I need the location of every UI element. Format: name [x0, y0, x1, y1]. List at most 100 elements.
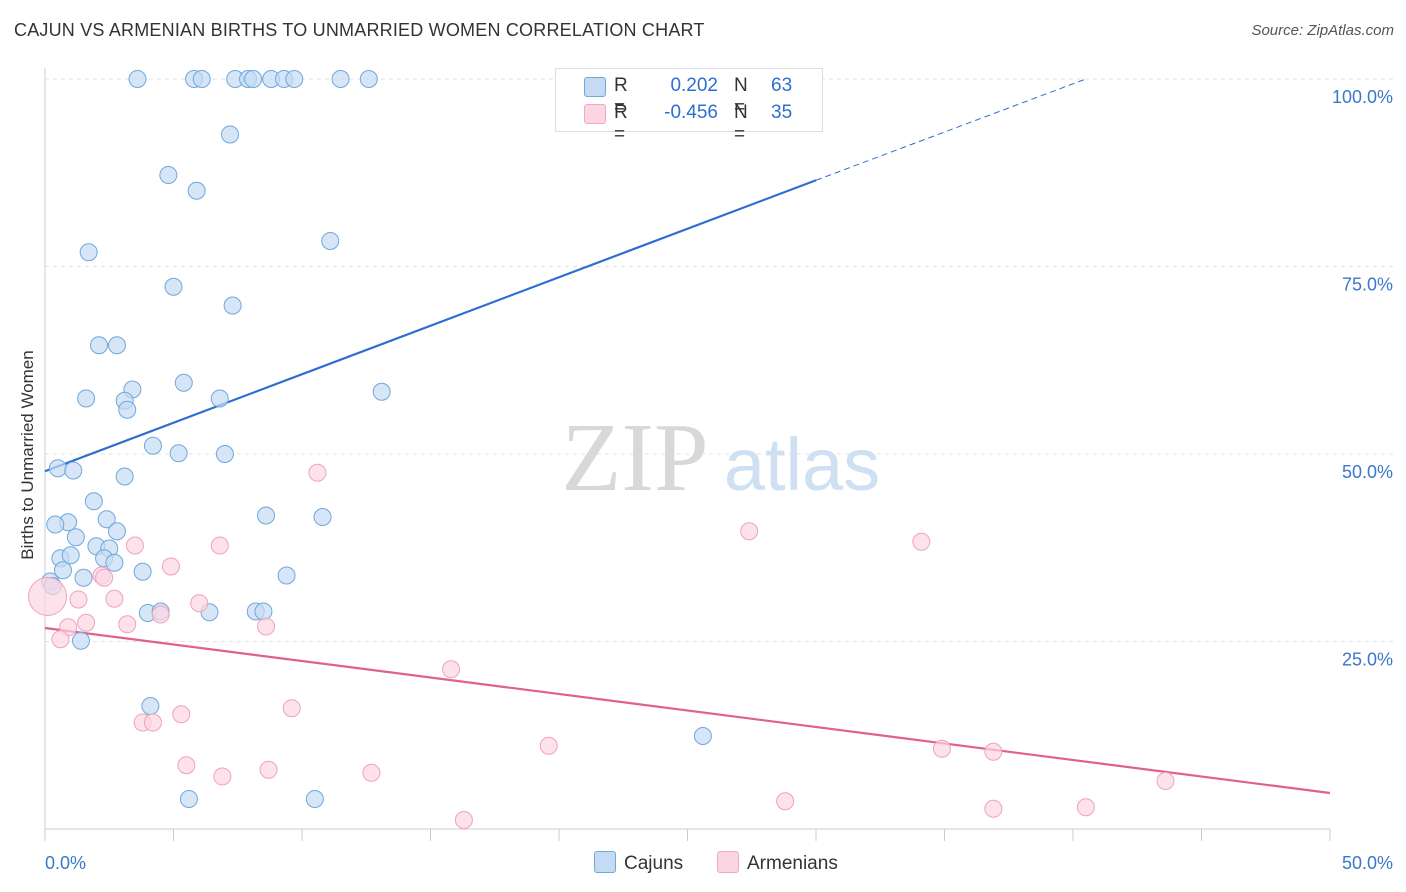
cajuns-point-37 [46, 515, 65, 534]
cajuns-point-49 [277, 566, 296, 585]
armenians-point-1 [308, 463, 327, 482]
cajuns-point-32 [115, 467, 134, 486]
cajuns-point-61 [179, 790, 198, 808]
armenians-legend-swatch [717, 851, 739, 873]
y-tick-label-0: 100.0% [1332, 87, 1393, 107]
cajuns-point-30 [48, 459, 67, 478]
source-credit: Source: ZipAtlas.com [1251, 22, 1394, 39]
x-tick-label-1: 50.0% [1342, 853, 1393, 873]
armenians-point-0 [28, 577, 68, 616]
armenians-point-11 [105, 589, 124, 608]
armenians-point-10 [69, 590, 88, 609]
armenians-point-30 [1156, 772, 1175, 790]
cajuns-point-5 [244, 70, 263, 88]
armenians-point-22 [143, 713, 162, 732]
cajuns-point-17 [223, 296, 242, 315]
cajuns-point-28 [169, 444, 188, 463]
armenians-n-value: 35 [771, 102, 793, 123]
cajuns-point-18 [89, 336, 108, 355]
cajuns-trendline [44, 179, 817, 473]
cajuns-point-20 [174, 373, 193, 392]
armenians-point-31 [776, 792, 795, 811]
cajuns-point-31 [64, 461, 83, 480]
r-label: R = [614, 75, 628, 118]
armenians-point-18 [442, 660, 461, 679]
cajuns-point-16 [164, 277, 183, 296]
legend-item-cajuns: Cajuns [594, 851, 683, 875]
armenians-r-value: -0.456 [664, 102, 718, 123]
armenians-point-14 [118, 615, 137, 634]
n-label: N = [734, 75, 748, 118]
cajuns-point-60 [693, 727, 712, 745]
cajuns-point-33 [84, 492, 103, 511]
armenians-point-34 [454, 811, 473, 829]
cajuns-legend-swatch [594, 851, 616, 873]
armenians-point-27 [259, 760, 278, 779]
cajuns-point-15 [79, 243, 98, 262]
armenians-point-33 [1076, 798, 1095, 817]
watermark: ZIP atlas [562, 404, 881, 512]
armenians-point-6 [161, 557, 180, 576]
axes [44, 68, 1331, 841]
cajuns-point-10 [359, 70, 378, 88]
armenians-point-3 [912, 532, 931, 551]
armenians-swatch [584, 104, 606, 124]
n-label: N = [734, 102, 748, 145]
armenians-point-26 [177, 756, 196, 775]
cajuns-point-11 [221, 125, 240, 144]
armenians-point-15 [257, 617, 276, 636]
y-tick-label-1: 75.0% [1342, 275, 1393, 295]
cajuns-point-8 [285, 70, 304, 88]
cajuns-point-48 [133, 562, 152, 581]
cajuns-point-26 [118, 400, 137, 419]
cajuns-point-39 [107, 522, 126, 541]
armenians-point-24 [932, 739, 951, 758]
cajuns-swatch [584, 77, 606, 97]
cajuns-point-2 [192, 70, 211, 88]
cajuns-point-38 [97, 510, 116, 529]
cajuns-point-13 [187, 181, 206, 200]
armenians-point-13 [77, 613, 96, 632]
cajuns-point-29 [215, 445, 234, 463]
armenians-point-28 [362, 763, 381, 782]
armenians-point-23 [539, 736, 558, 755]
data-points [28, 70, 1175, 829]
armenians-point-20 [172, 705, 191, 724]
cajuns-point-46 [105, 553, 124, 572]
cajuns-point-40 [66, 528, 85, 547]
cajuns-n-value: 63 [771, 75, 793, 96]
armenians-point-8 [95, 568, 114, 587]
cajuns-point-50 [74, 568, 93, 587]
armenians-point-17 [51, 630, 70, 649]
cajuns-legend-label: Cajuns [624, 853, 684, 874]
cajuns-point-59 [141, 697, 160, 715]
cajuns-point-58 [71, 631, 90, 650]
armenians-point-25 [984, 742, 1003, 761]
cajuns-point-35 [313, 508, 332, 526]
cajuns-trendline-extension [815, 78, 1087, 181]
y-axis-label: Births to Unmarried Women [18, 350, 37, 560]
grid-lines [45, 78, 1394, 642]
y-tick-label-2: 50.0% [1342, 462, 1393, 482]
cajuns-point-14 [321, 232, 340, 250]
watermark-atlas: atlas [724, 423, 880, 506]
armenians-point-29 [213, 767, 232, 786]
cajuns-point-22 [372, 382, 391, 401]
cajuns-point-47 [53, 561, 72, 580]
armenians-trendline [44, 626, 1331, 795]
trendlines [44, 78, 1331, 795]
armenians-legend-label: Armenians [747, 853, 838, 874]
armenians-point-9 [190, 594, 209, 613]
r-label: R = [614, 102, 628, 145]
armenians-point-12 [151, 605, 170, 624]
stats-legend: R = 0.202 N = 63 R = -0.456 N = 35 [555, 68, 823, 145]
armenians-point-2 [740, 522, 759, 541]
armenians-point-4 [125, 536, 144, 555]
watermark-zip: ZIP [562, 404, 709, 512]
chart-title: CAJUN VS ARMENIAN BIRTHS TO UNMARRIED WO… [14, 20, 705, 40]
cajuns-point-44 [61, 546, 80, 565]
legend-item-armenians: Armenians [717, 851, 838, 875]
cajuns-point-23 [77, 389, 96, 408]
cajuns-point-12 [159, 166, 178, 184]
